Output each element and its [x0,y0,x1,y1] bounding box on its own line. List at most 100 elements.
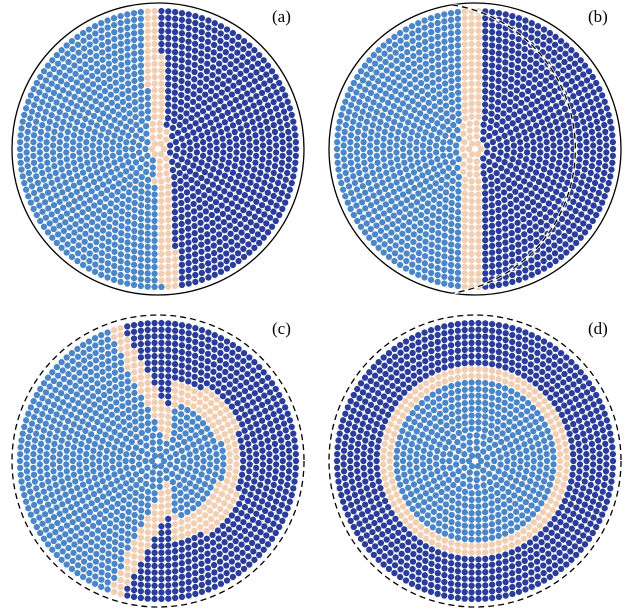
particle-left [421,24,428,31]
particle-right [213,84,221,91]
particle-wall [209,493,217,500]
particle-left [119,200,126,208]
particle-left [442,102,450,109]
particle-right [191,373,198,381]
particle-left [117,556,125,563]
particle-left [419,149,427,156]
particle-left [529,510,537,518]
particle-wall [164,495,172,502]
particle-wall [556,464,564,472]
particle-wall [386,450,394,458]
particle-right [151,372,158,380]
particle-right [183,181,190,188]
particle-left [73,212,80,219]
particle-right [574,74,581,82]
particle-right [229,349,236,356]
particle-right [216,364,223,372]
particle-right [222,361,229,368]
particle-left [434,155,441,163]
particle-left [50,186,58,193]
particle-wall [461,270,468,277]
particle-left [347,159,355,166]
particle-left [46,383,53,390]
particle-left [532,418,539,426]
particle-wall [475,366,482,373]
particle-right [251,478,258,485]
particle-right [198,50,205,57]
particle-right [171,35,179,42]
particle-right [234,554,241,561]
particle-left [135,461,143,468]
particle-left [123,464,130,471]
particle-right [244,201,251,208]
particle-right [215,169,223,176]
particle-right [226,69,233,76]
particle-right [527,361,534,368]
particle-left [98,339,105,346]
particle-left [546,481,554,488]
particle-right [590,142,597,149]
particle-left [96,428,103,435]
particle-left [178,468,185,475]
particle-right [137,588,145,595]
particle-wall [144,28,151,35]
particle-right [292,464,299,472]
particle-wall [178,389,185,397]
particle-left [449,418,456,425]
particle-left [523,507,531,514]
particle-right [285,475,292,482]
particle-left [367,89,375,97]
particle-left [138,110,145,117]
particle-right [514,227,522,234]
particle-left [121,426,128,434]
particle-left [424,520,431,527]
particle-left [42,214,50,221]
particle-right [198,21,206,29]
particle-left [182,485,189,492]
particle-right [468,562,475,570]
particle-left [437,185,444,192]
particle-right [172,138,180,146]
particle-right [546,254,553,261]
particle-wall [148,145,156,153]
particle-left [206,461,214,468]
particle-right [581,166,588,173]
particle-left [448,525,455,533]
particle-left [468,516,475,523]
particle-right [256,51,263,59]
particle-left [137,55,145,62]
particle-left [56,450,63,458]
particle-left [488,507,495,514]
particle-left [144,210,151,217]
particle-left [69,519,76,526]
particle-left [125,516,132,523]
particle-right [209,181,217,188]
particle-right [198,241,205,248]
particle-left [436,200,443,208]
particle-left [58,390,65,397]
particle-right [386,396,393,403]
particle-left [43,464,50,472]
particle-left [475,399,482,406]
particle-left [89,522,97,530]
particle-wall [163,433,170,440]
particle-left [111,227,119,234]
particle-left [102,142,110,149]
particle-left [358,199,366,206]
particle-right [266,214,274,221]
particle-right [223,345,230,353]
particle-left [416,56,423,63]
particle-left [432,492,439,499]
particle-left [403,33,410,41]
particle-right [259,468,266,475]
particle-right [194,111,201,118]
particle-left [345,183,353,190]
particle-left [74,257,81,265]
particle-left [440,451,447,458]
particle-right [495,227,502,234]
particle-left [70,549,77,556]
particle-left [401,132,408,139]
particle-right [223,125,231,132]
particle-right [195,188,202,195]
particle-left [180,454,187,461]
